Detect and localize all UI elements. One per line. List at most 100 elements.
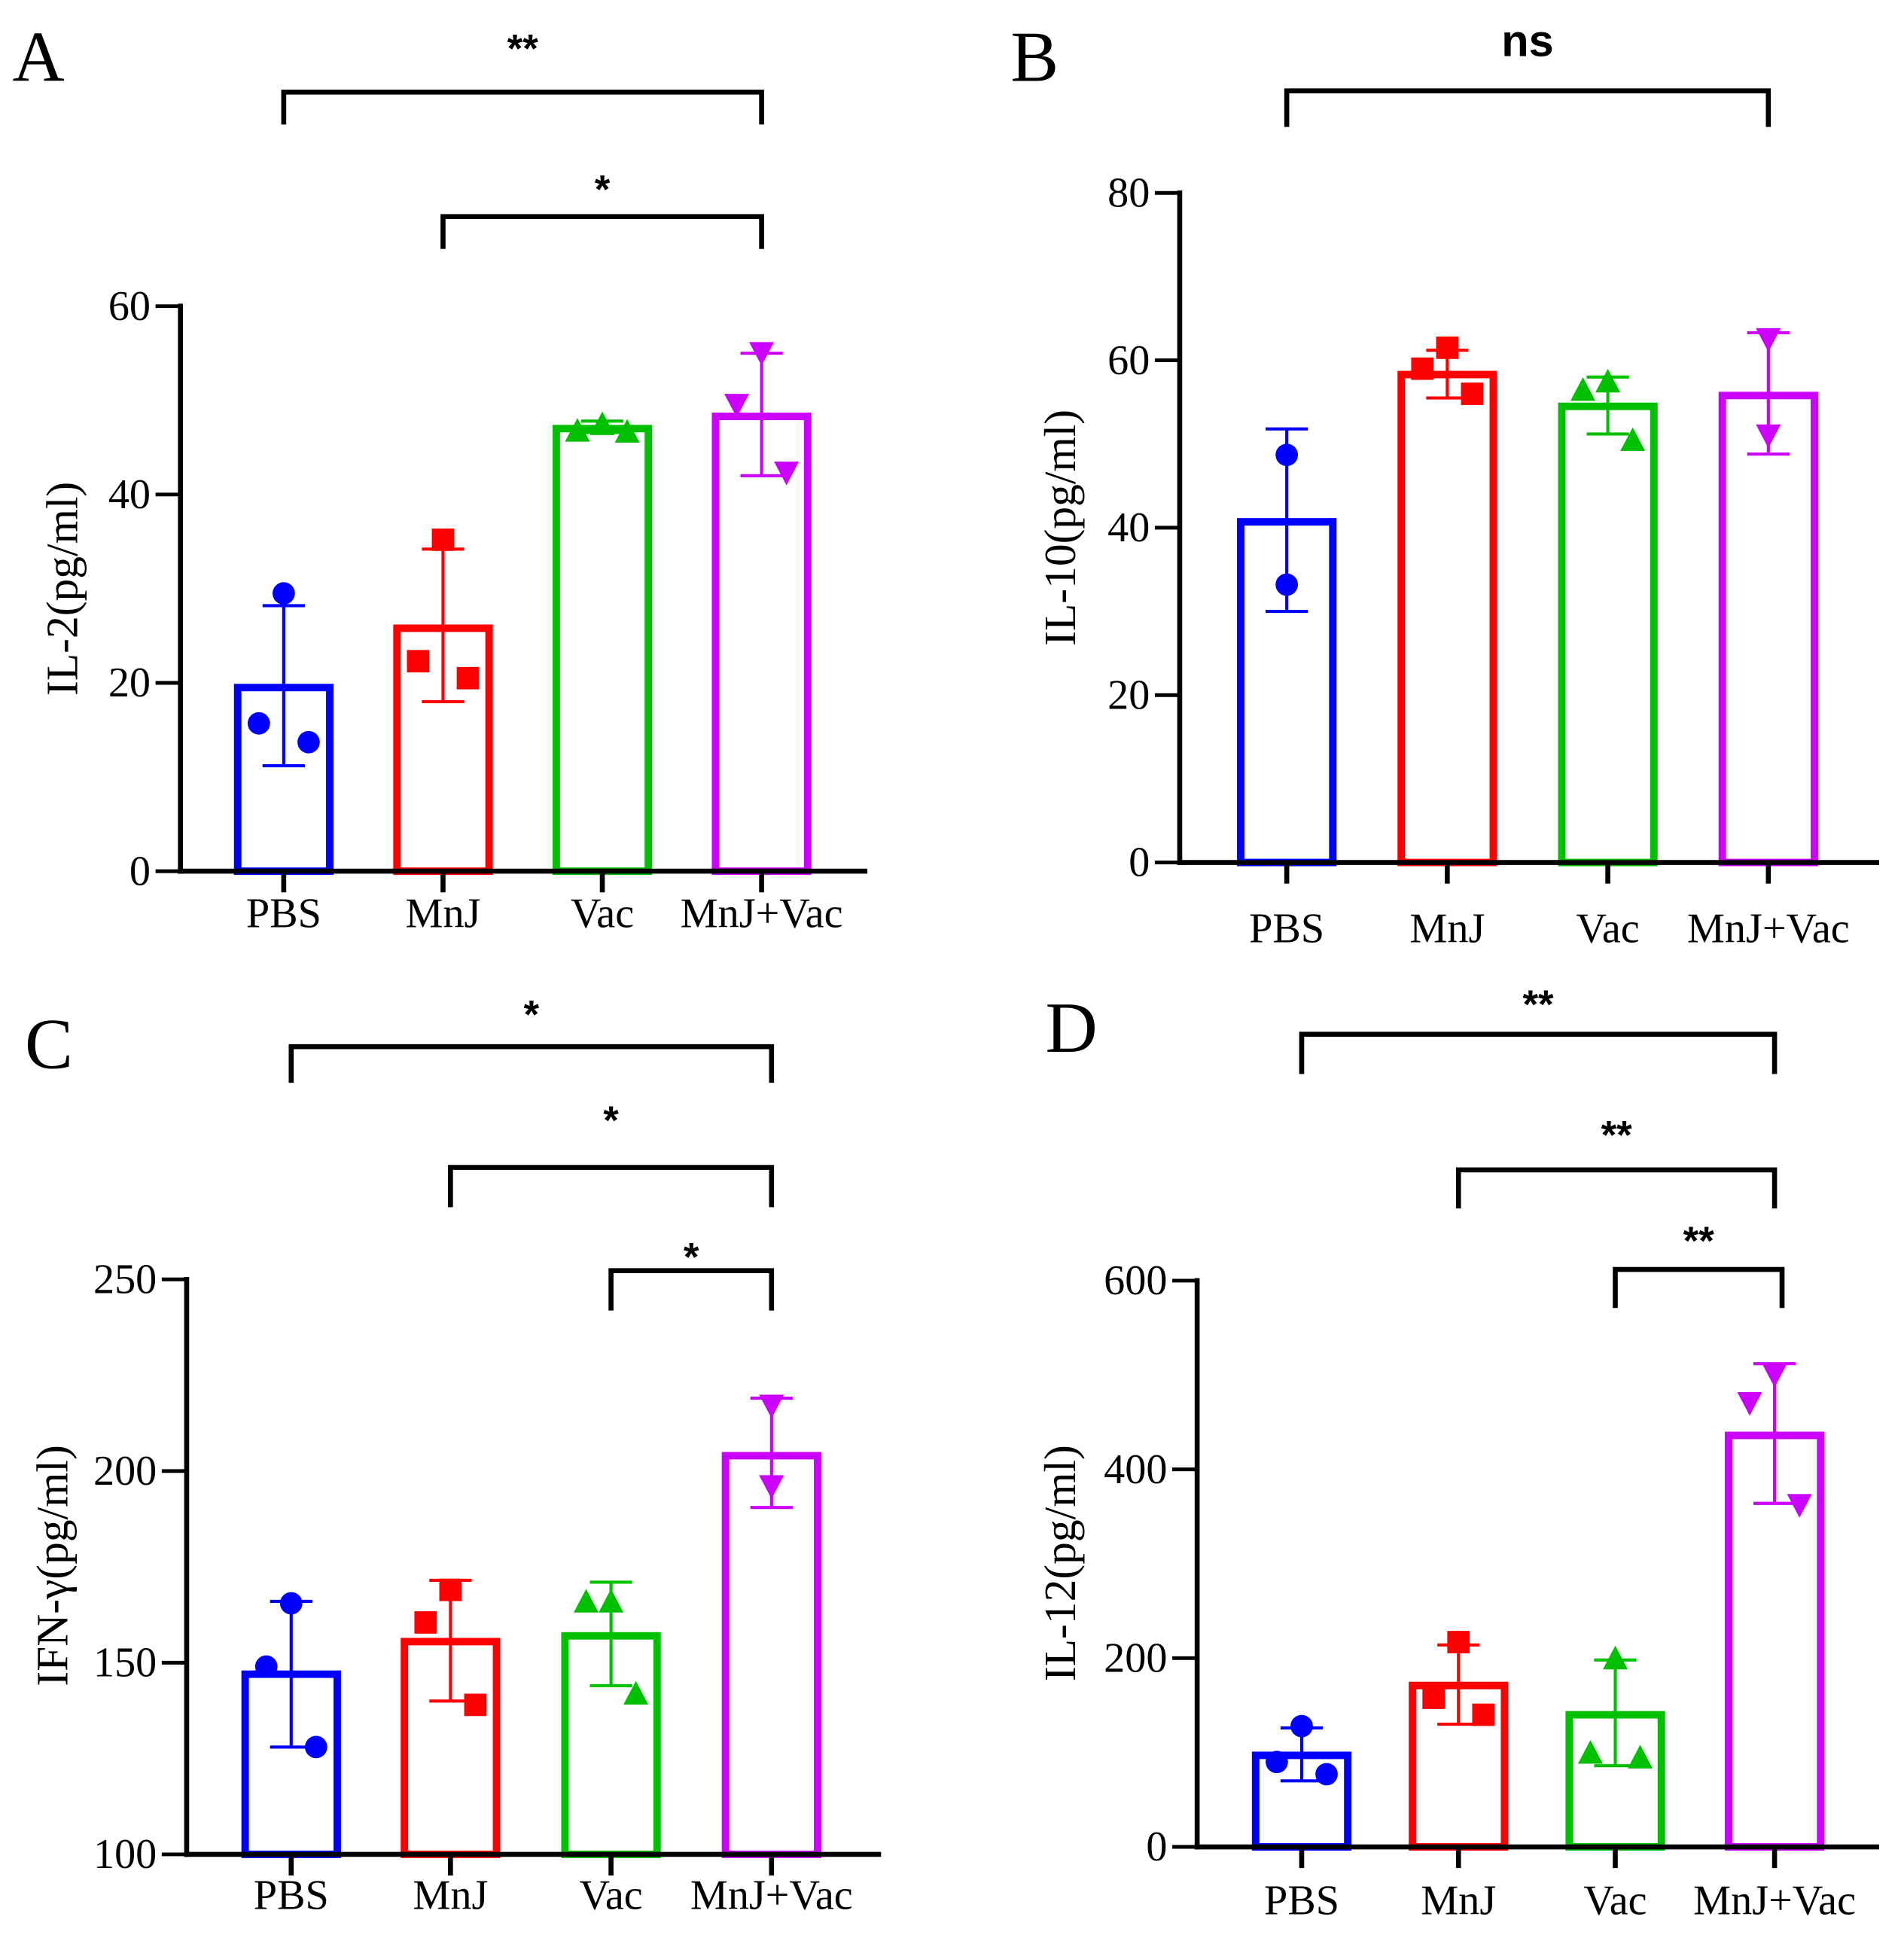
y-axis-label: IL-12(pg/ml) [1035,1445,1085,1681]
data-point [1472,1703,1495,1726]
x-tick-label: PBS [1249,905,1324,952]
data-point [407,650,430,673]
significance-label: ns [1501,15,1553,66]
panel-label: D [1045,988,1097,1068]
data-point [1620,427,1646,452]
y-tick-label: 40 [108,471,151,518]
significance-label: * [524,992,540,1037]
y-tick-label: 0 [129,848,151,894]
data-point [304,1735,327,1759]
data-point [614,419,640,443]
significance-bracket [440,214,764,249]
significance-label: ** [1522,983,1554,1027]
data-point [456,666,480,690]
data-point [599,1589,624,1613]
panel-d: D PBS MnJ Vac MnJ+Vac 0 200 400 600 IL-12(pg/ml) *… [1035,983,1879,1924]
y-tick-label: 600 [1104,1257,1167,1304]
y-tick-label: 250 [93,1256,157,1303]
data-point [1266,1751,1288,1774]
data-point [247,711,270,735]
x-tick-label: Vac [579,1872,642,1919]
significance-bracket [288,1044,775,1083]
y-tick-label: 100 [93,1831,157,1878]
bar-mnj-vac [711,413,812,876]
y-axis-label: IL-2(pg/ml) [37,482,87,696]
y-tick-label: 20 [108,660,151,706]
data-point [1762,1364,1787,1388]
x-tick-label: MnJ [1421,1877,1496,1924]
y-tick-label: 200 [93,1448,157,1495]
x-tick-label: Vac [571,890,634,937]
x-tick-label: MnJ+Vac [1687,905,1850,952]
x-tick-label: MnJ [1409,905,1485,952]
data-point [279,1592,303,1615]
data-point [1290,1714,1313,1738]
x-tick-label: PBS [246,890,321,937]
significance-label: * [595,167,611,212]
data-point [439,1578,462,1601]
x-tick-label: MnJ+Vac [681,890,843,937]
y-tick-label: 400 [1104,1446,1167,1493]
y-tick-label: 60 [108,283,151,330]
data-point [1756,424,1781,449]
x-tick-label: MnJ [413,1872,488,1919]
x-tick-label: Vac [1576,905,1639,952]
significance-label: ** [1601,1114,1633,1158]
data-point [724,394,750,418]
x-tick-label: PBS [254,1872,329,1919]
panel-label: A [13,17,65,96]
y-tick-label: 40 [1107,504,1150,551]
data-point [1570,376,1596,401]
data-point [574,1589,599,1613]
data-point [464,1693,487,1717]
data-point [297,730,320,754]
significance-bracket [448,1165,775,1208]
significance-label: ** [1683,1219,1715,1263]
significance-bracket [1455,1167,1778,1209]
data-point [565,418,590,442]
data-point [1595,368,1621,393]
x-tick-label: PBS [1264,1877,1339,1924]
significance-label: * [603,1098,619,1143]
data-point [254,1655,278,1678]
panel-label: B [1010,17,1059,96]
significance-bracket [281,90,764,125]
data-point [1315,1763,1338,1786]
data-point [774,462,800,486]
y-tick-label: 200 [1104,1635,1167,1682]
panel-b: B PBS MnJ Vac MnJ+Vac 0 20 40 60 80 IL-10(pg/ml) ns [1010,15,1879,952]
bar-vac [552,425,653,876]
x-tick-label: MnJ [405,890,480,937]
data-point [431,528,455,551]
data-point [1275,443,1299,467]
significance-label: * [684,1236,699,1280]
significance-bracket [1613,1266,1785,1309]
bar-mnj-vac [1718,392,1818,867]
data-point [1756,328,1781,352]
significance-bracket [1299,1031,1778,1074]
bar-mnj [1397,370,1497,867]
significance-bracket [1284,88,1771,127]
data-point [1461,382,1484,405]
y-axis-label: IL-10(pg/ml) [1035,410,1085,646]
data-point [1411,357,1434,380]
bar-vac [1558,402,1658,867]
data-point [1436,337,1459,359]
x-tick-label: MnJ+Vac [690,1872,853,1919]
data-point [759,1475,784,1499]
y-tick-label: 0 [1146,1824,1167,1870]
data-point [589,411,615,435]
data-point [272,582,295,605]
panel-label: C [25,1004,73,1083]
data-point [1737,1392,1762,1416]
y-tick-label: 0 [1129,839,1150,886]
y-tick-label: 20 [1107,672,1150,718]
bar-mnj-vac [721,1452,821,1858]
data-point [1628,1744,1653,1769]
data-point [749,342,775,366]
data-point [1447,1631,1470,1653]
x-tick-label: Vac [1583,1877,1647,1924]
data-point [759,1394,784,1418]
